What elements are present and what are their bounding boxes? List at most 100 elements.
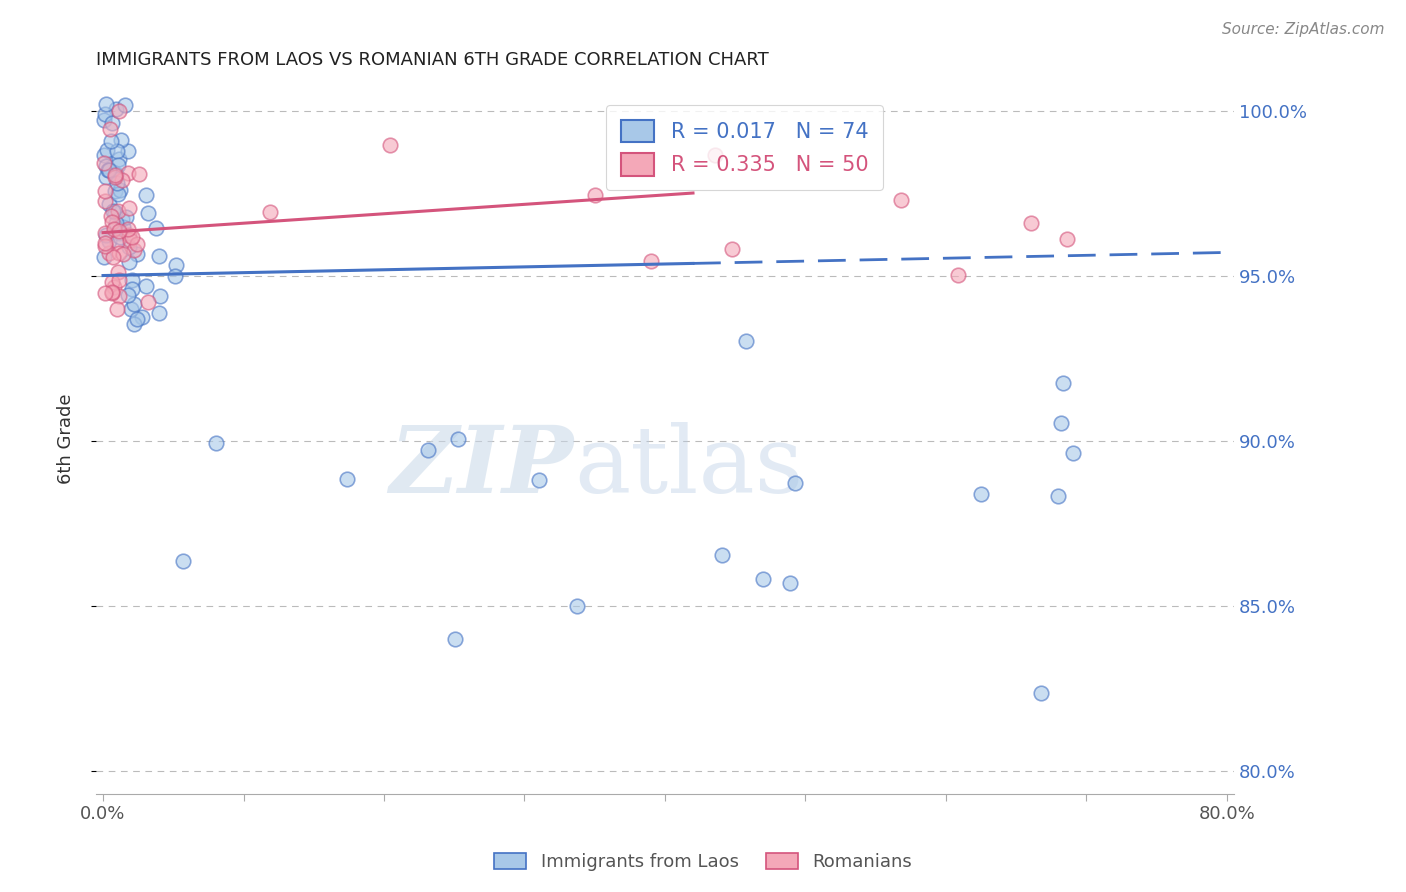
Point [98, 246, 121, 260]
Point [165, 259, 187, 273]
Point [94, 159, 117, 173]
Point [97, 163, 120, 178]
Point [94, 184, 117, 198]
Point [121, 282, 143, 296]
Point [121, 230, 143, 244]
Point [135, 187, 157, 202]
Point [779, 576, 801, 591]
Point [94, 285, 117, 300]
Point [110, 133, 132, 147]
Point [259, 205, 281, 219]
Point [108, 104, 131, 119]
Point [948, 268, 970, 283]
Point [135, 279, 157, 293]
Point [122, 243, 145, 257]
Point [100, 116, 122, 130]
Point [98, 234, 121, 248]
Point [108, 153, 131, 167]
Point [121, 273, 143, 287]
Point [165, 268, 187, 283]
Point [94, 239, 117, 253]
Point [565, 599, 588, 614]
Point [107, 203, 129, 218]
Point [122, 318, 145, 332]
Point [172, 554, 194, 568]
Point [1029, 686, 1052, 700]
Point [125, 246, 148, 260]
Point [117, 144, 139, 158]
Point [108, 289, 131, 303]
Point [112, 247, 135, 261]
Point [416, 442, 439, 457]
Point [94, 169, 117, 184]
Point [783, 476, 806, 491]
Point [1056, 232, 1078, 246]
Point [118, 202, 141, 216]
Point [94, 97, 117, 112]
Point [447, 432, 470, 446]
Point [98, 197, 121, 211]
Point [108, 223, 131, 237]
Point [711, 548, 734, 562]
Point [111, 173, 134, 187]
Point [96, 143, 118, 157]
Point [117, 240, 139, 254]
Point [108, 227, 131, 241]
Point [1062, 446, 1084, 460]
Point [94, 194, 117, 209]
Point [93, 148, 115, 162]
Point [1019, 217, 1042, 231]
Point [527, 473, 550, 487]
Point [890, 194, 912, 208]
Point [101, 285, 124, 300]
Point [970, 486, 993, 500]
Point [94, 236, 117, 251]
Point [108, 230, 131, 244]
Point [114, 98, 136, 112]
Text: Source: ZipAtlas.com: Source: ZipAtlas.com [1222, 22, 1385, 37]
Point [104, 168, 127, 182]
Point [127, 236, 149, 251]
Point [752, 572, 775, 586]
Point [703, 148, 725, 162]
Point [107, 265, 129, 279]
Point [107, 272, 129, 286]
Point [103, 221, 125, 235]
Point [93, 250, 115, 264]
Point [122, 296, 145, 310]
Point [94, 106, 117, 120]
Point [107, 158, 129, 172]
Point [118, 227, 141, 242]
Point [1049, 416, 1071, 430]
Point [205, 435, 228, 450]
Point [583, 187, 606, 202]
Point [97, 163, 120, 178]
Point [145, 221, 167, 235]
Point [94, 227, 117, 241]
Text: ZIP: ZIP [389, 422, 574, 512]
Point [112, 219, 135, 234]
Point [380, 137, 402, 152]
Point [101, 275, 124, 289]
Point [104, 170, 127, 185]
Point [100, 285, 122, 300]
Point [93, 155, 115, 169]
Point [136, 206, 159, 220]
Point [148, 306, 170, 320]
Point [117, 166, 139, 180]
Point [115, 211, 138, 225]
Legend: R = 0.017   N = 74, R = 0.335   N = 50: R = 0.017 N = 74, R = 0.335 N = 50 [606, 105, 883, 190]
Point [336, 472, 359, 486]
Point [640, 253, 662, 268]
Point [101, 215, 124, 229]
Point [1046, 490, 1069, 504]
Point [108, 246, 131, 260]
Point [93, 113, 115, 128]
Point [443, 632, 465, 647]
Point [128, 167, 150, 181]
Point [104, 167, 127, 181]
Text: IMMIGRANTS FROM LAOS VS ROMANIAN 6TH GRADE CORRELATION CHART: IMMIGRANTS FROM LAOS VS ROMANIAN 6TH GRA… [96, 51, 769, 69]
Y-axis label: 6th Grade: 6th Grade [58, 393, 75, 484]
Point [100, 134, 122, 148]
Point [101, 251, 124, 265]
